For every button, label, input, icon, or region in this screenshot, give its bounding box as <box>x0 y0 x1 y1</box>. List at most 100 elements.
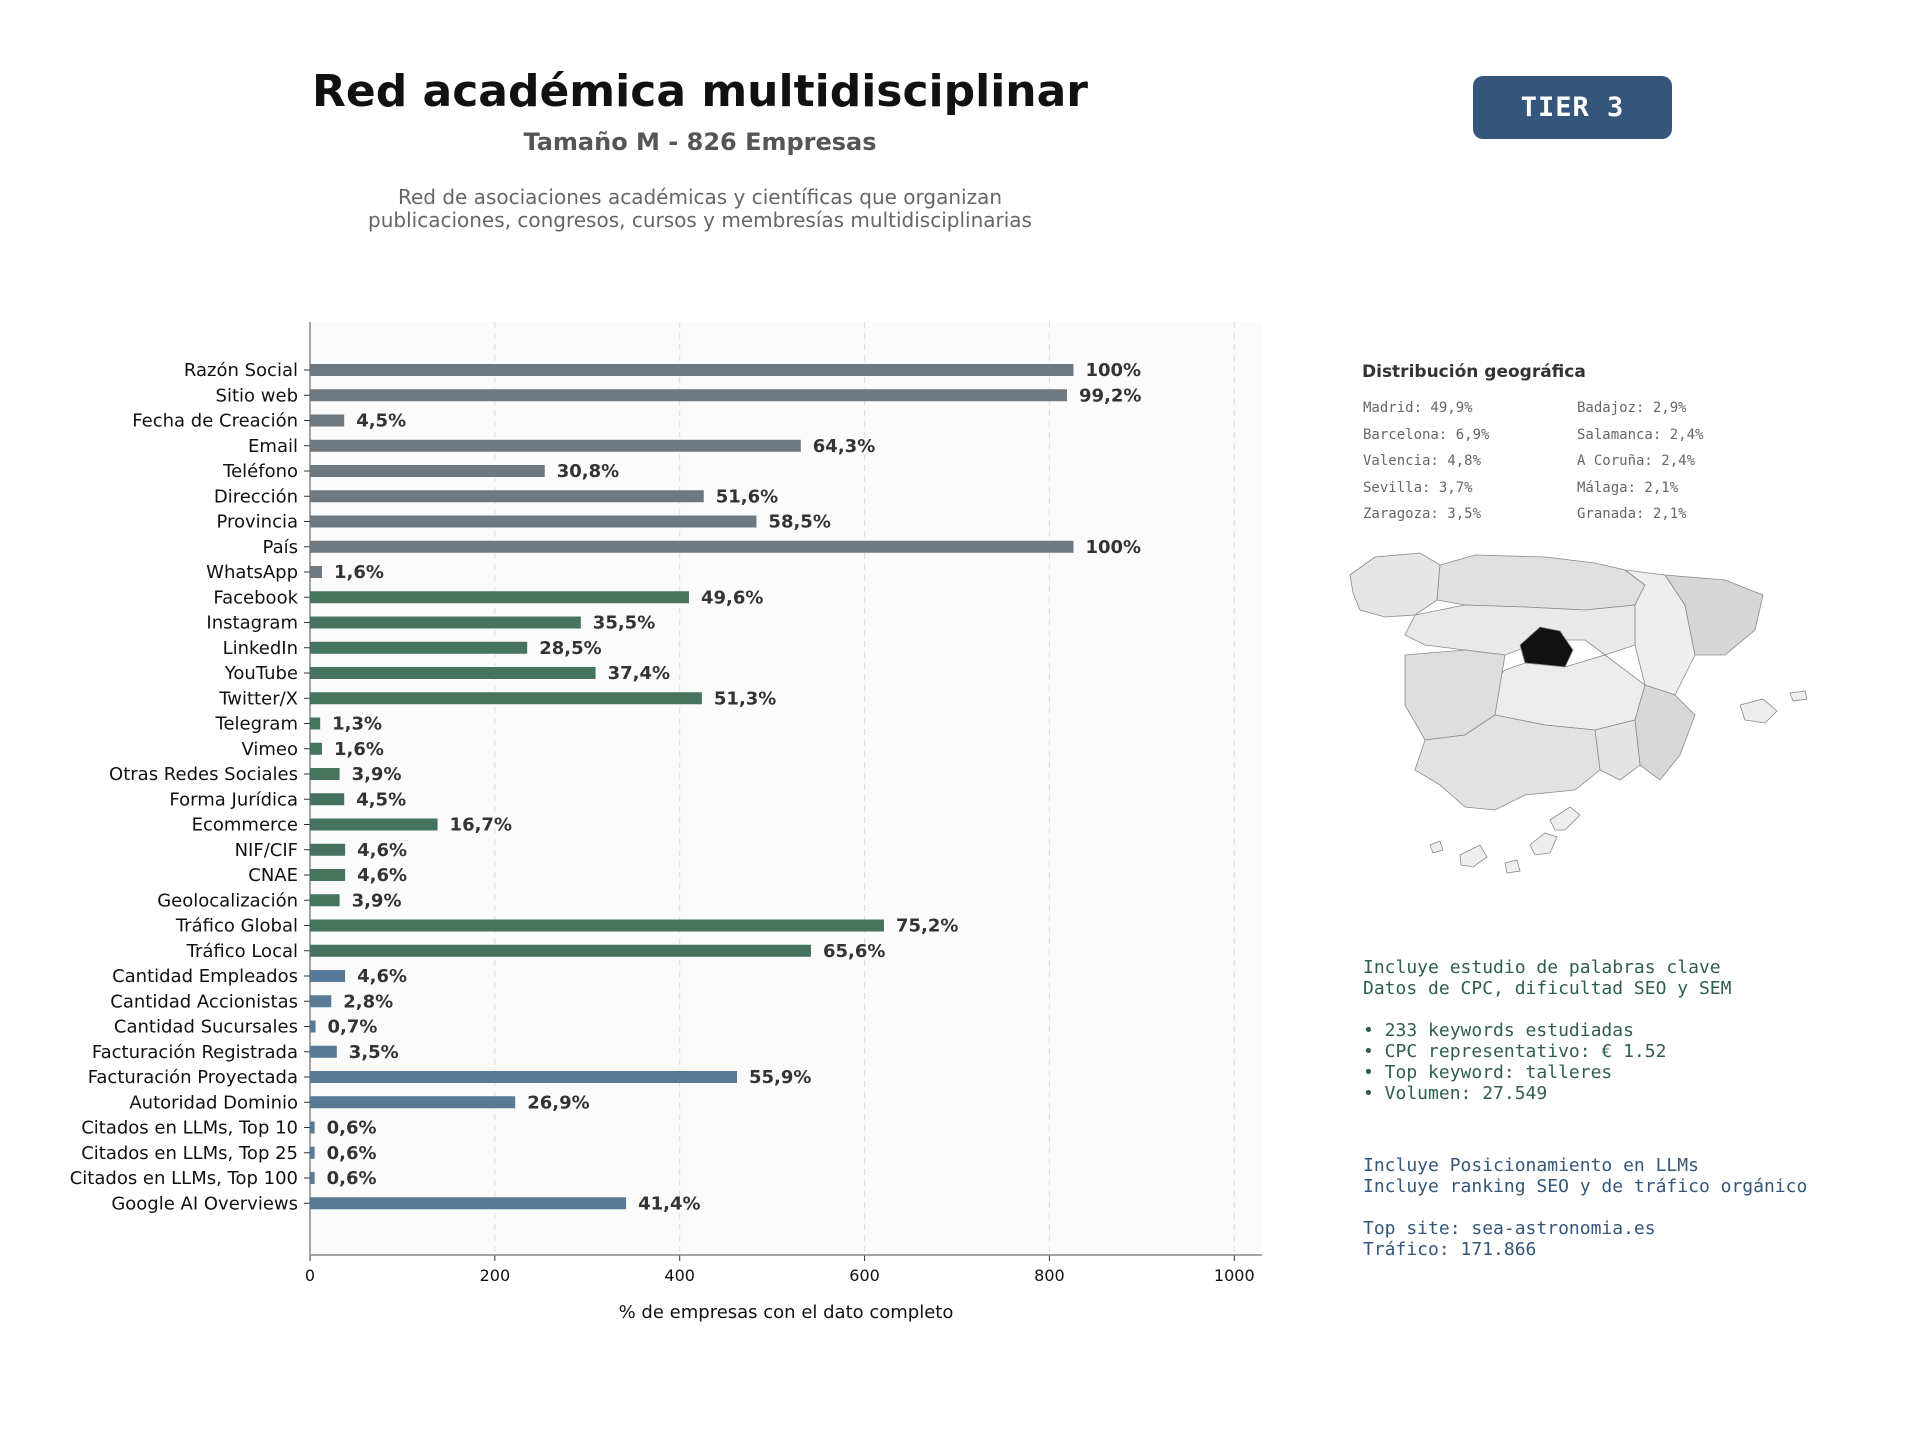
geo-item: Málaga: 2,1% <box>1577 480 1679 496</box>
keywords-bullet: • 233 keywords estudiadas <box>1363 1020 1634 1041</box>
geo-item: Madrid: 49,9% <box>1363 400 1473 416</box>
bar <box>310 641 528 654</box>
data-label: 55,9% <box>749 1067 811 1088</box>
category-label: Geolocalización <box>157 890 298 911</box>
plot-area <box>310 322 1262 1255</box>
bar <box>310 1146 315 1159</box>
category-label: Ecommerce <box>192 815 298 836</box>
category-label: WhatsApp <box>206 562 298 583</box>
spain-map <box>1349 552 1808 874</box>
data-label: 0,6% <box>327 1168 377 1189</box>
bar <box>310 1020 316 1033</box>
map-region-north <box>1436 554 1646 611</box>
category-label: Instagram <box>206 613 298 634</box>
category-label: Vimeo <box>241 739 298 760</box>
data-label: 64,3% <box>813 436 875 457</box>
category-label: Cantidad Accionistas <box>110 991 298 1012</box>
category-label: Facturación Proyectada <box>88 1067 298 1088</box>
data-label: 4,6% <box>357 840 407 861</box>
data-label: 51,3% <box>714 688 776 709</box>
bar <box>310 919 884 932</box>
category-label: Cantidad Sucursales <box>114 1017 298 1038</box>
bar <box>310 1172 315 1184</box>
keywords-line-2: Datos de CPC, dificultad SEO y SEM <box>1363 978 1732 999</box>
category-label: Twitter/X <box>218 688 298 709</box>
llm-traffic: Tráfico: 171.866 <box>1363 1239 1537 1260</box>
bar <box>310 667 596 679</box>
keywords-line-1: Incluye estudio de palabras clave <box>1363 957 1721 978</box>
data-label: 2,8% <box>343 991 393 1012</box>
bar <box>310 793 345 806</box>
category-label: Email <box>248 436 298 457</box>
bar <box>310 869 346 881</box>
category-label: Forma Jurídica <box>169 789 298 810</box>
bar <box>310 768 340 780</box>
bar <box>310 490 704 503</box>
bar <box>310 894 340 907</box>
map-region-canary-1 <box>1429 840 1444 854</box>
data-label: 4,6% <box>357 865 407 886</box>
bar <box>310 414 345 427</box>
data-label: 0,6% <box>327 1143 377 1164</box>
category-label: Facebook <box>213 587 298 608</box>
geo-item: A Coruña: 2,4% <box>1577 453 1696 469</box>
map-region-canary-3 <box>1504 859 1521 874</box>
map-region-canary-5 <box>1549 806 1581 831</box>
bar <box>310 944 811 957</box>
map-region-menorca <box>1789 690 1808 702</box>
data-label: 100% <box>1085 537 1141 558</box>
data-label: 100% <box>1085 360 1141 381</box>
data-label: 35,5% <box>593 613 655 634</box>
data-label: 1,3% <box>332 714 382 735</box>
data-label: 37,4% <box>608 663 670 684</box>
map-region-andalucia <box>1414 714 1601 811</box>
category-label: Cantidad Empleados <box>112 966 298 987</box>
data-label: 3,5% <box>349 1042 399 1063</box>
category-label: Citados en LLMs, Top 100 <box>70 1168 298 1189</box>
bar <box>310 1121 315 1134</box>
x-tick-label: 200 <box>480 1266 511 1285</box>
geo-item: Salamanca: 2,4% <box>1577 427 1704 443</box>
bar <box>310 1071 738 1083</box>
data-label: 30,8% <box>557 461 619 482</box>
data-label: 16,7% <box>450 815 512 836</box>
category-label: Otras Redes Sociales <box>109 764 298 785</box>
geo-item: Sevilla: 3,7% <box>1363 480 1473 496</box>
bar <box>310 515 757 528</box>
map-region-valencia <box>1634 684 1696 781</box>
data-label: 65,6% <box>823 941 885 962</box>
data-label: 1,6% <box>334 739 384 760</box>
data-label: 3,9% <box>352 764 402 785</box>
x-tick-label: 1000 <box>1214 1266 1255 1285</box>
category-label: Teléfono <box>222 461 298 482</box>
bar <box>310 818 438 831</box>
map-region-galicia <box>1349 552 1441 618</box>
data-label: 28,5% <box>539 638 601 659</box>
map-region-canary-4 <box>1529 832 1558 856</box>
geo-item: Valencia: 4,8% <box>1363 453 1482 469</box>
geo-item: Badajoz: 2,9% <box>1577 400 1687 416</box>
bar <box>310 1197 627 1210</box>
category-label: Provincia <box>216 512 298 533</box>
data-label: 1,6% <box>334 562 384 583</box>
bar <box>310 1045 337 1058</box>
map-region-murcia <box>1594 719 1641 781</box>
bar <box>310 439 801 452</box>
bar <box>310 364 1074 376</box>
data-label: 58,5% <box>768 512 830 533</box>
category-label: País <box>263 537 298 558</box>
category-label: Facturación Registrada <box>92 1042 298 1063</box>
data-label: 3,9% <box>352 890 402 911</box>
description-line-2: publicaciones, congresos, cursos y membr… <box>368 208 1032 232</box>
map-region-balearics <box>1739 698 1778 724</box>
keywords-bullet: • Volumen: 27.549 <box>1363 1083 1548 1104</box>
keywords-bullet: • Top keyword: talleres <box>1363 1062 1613 1083</box>
map-region-castilla-leon <box>1404 604 1636 656</box>
category-label: Dirección <box>214 486 298 507</box>
page-title: Red académica multidisciplinar <box>311 66 1089 117</box>
bar <box>310 616 581 629</box>
data-label: 4,5% <box>356 411 406 432</box>
data-label: 51,6% <box>716 486 778 507</box>
bar <box>310 540 1074 553</box>
bar <box>310 970 346 982</box>
